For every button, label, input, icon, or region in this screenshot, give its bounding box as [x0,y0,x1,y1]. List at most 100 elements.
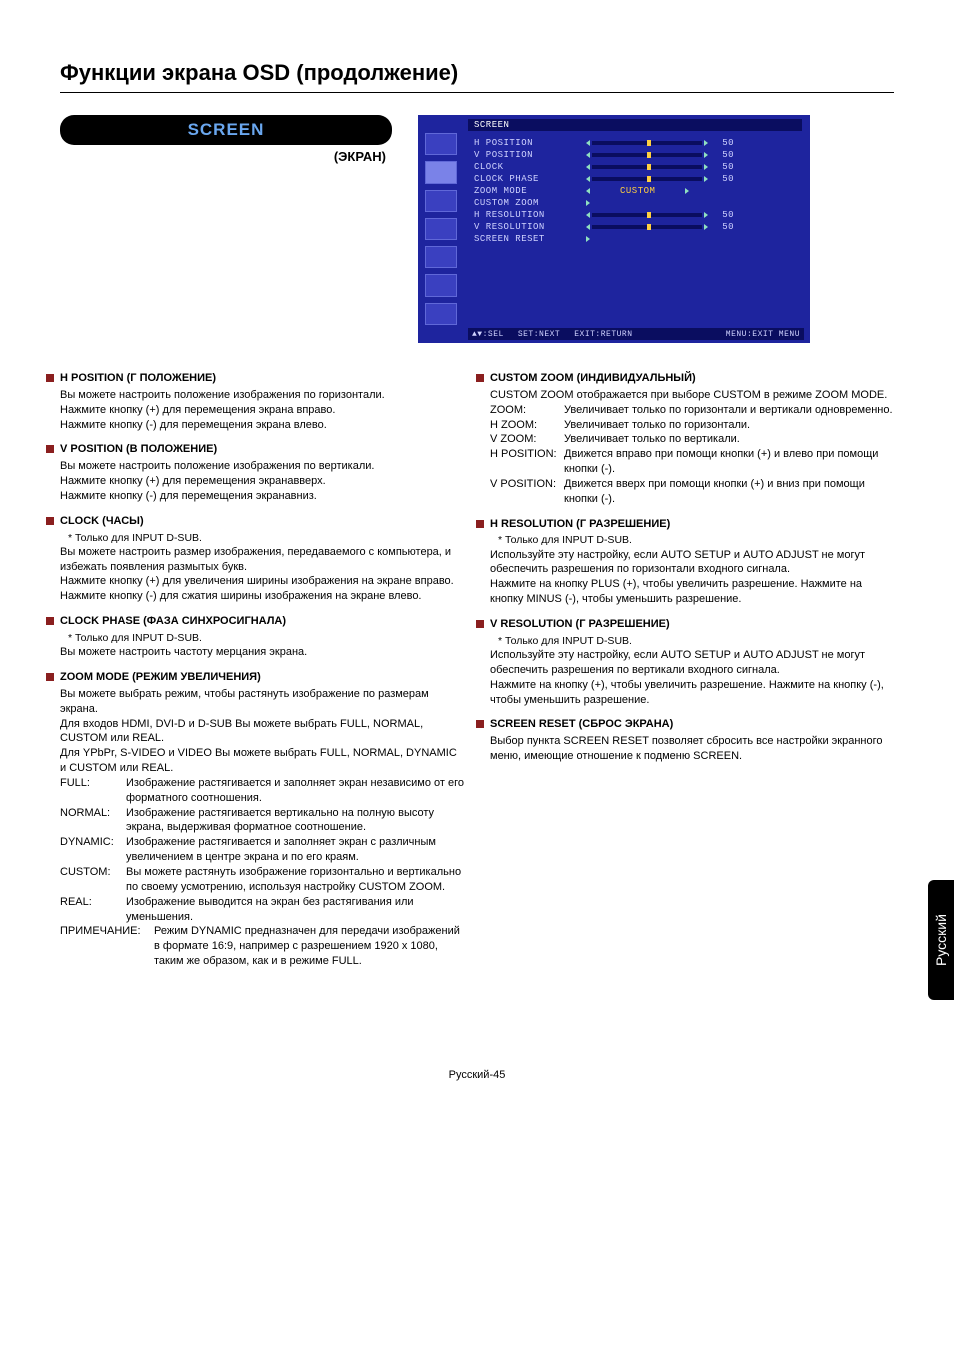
def-row: REAL:Изображение выводится на экран без … [60,895,464,925]
item-title: H POSITION (Г ПОЛОЖЕНИЕ) [60,371,216,386]
item-body: Вы можете настроить положение изображени… [60,388,464,433]
osd-row: H RESOLUTION50 [474,209,734,221]
osd-row-label: H POSITION [474,138,586,148]
osd-row: CLOCK50 [474,161,734,173]
osd-nav-icon [425,161,457,183]
osd-nav-icon [425,133,457,155]
pill-label: SCREEN [188,120,265,140]
bullet-icon [46,517,54,525]
divider [60,92,894,93]
item-note: * Только для INPUT D-SUB. [498,634,894,648]
def-row: V POSITION:Движется вверх при помощи кно… [490,477,894,507]
osd-row-label: SCREEN RESET [474,234,586,244]
note-label: ПРИМЕЧАНИЕ: [60,924,154,969]
def-key: H POSITION: [490,447,564,477]
def-row: ZOOM:Увеличивает только по горизонтали и… [490,403,894,418]
item-note: * Только для INPUT D-SUB. [68,631,464,645]
def-row: NORMAL:Изображение растягивается вертика… [60,806,464,836]
item-body: Используйте эту настройку, если AUTO SET… [490,548,894,607]
bullet-icon [476,374,484,382]
item-title: V POSITION (В ПОЛОЖЕНИЕ) [60,442,217,457]
def-key: DYNAMIC: [60,835,126,865]
note-text: Режим DYNAMIC предназначен для передачи … [154,924,464,969]
def-row: H ZOOM:Увеличивает только по горизонтали… [490,418,894,433]
def-value: Увеличивает только по вертикали. [564,432,740,447]
def-key: V POSITION: [490,477,564,507]
def-value: Изображение растягивается и заполняет эк… [126,776,464,806]
item-body: Выбор пункта SCREEN RESET позволяет сбро… [490,734,894,764]
bullet-icon [476,720,484,728]
item-title: SCREEN RESET (СБРОС ЭКРАНА) [490,717,673,732]
osd-row-control: 50 [586,162,734,172]
osd-row-control [586,200,590,206]
item-body: Вы можете настроить частоту мерцания экр… [60,645,464,660]
item-title: V RESOLUTION (Г РАЗРЕШЕНИЕ) [490,617,670,632]
item-title: CUSTOM ZOOM (ИНДИВИДУАЛЬНЫЙ) [490,371,696,386]
item-note: * Только для INPUT D-SUB. [498,533,894,547]
def-key: V ZOOM: [490,432,564,447]
def-value: Увеличивает только по горизонтали. [564,418,750,433]
bullet-icon [46,445,54,453]
def-row: FULL:Изображение растягивается и заполня… [60,776,464,806]
def-row: H POSITION:Движется вправо при помощи кн… [490,447,894,477]
osd-title: SCREEN [468,119,802,131]
def-key: NORMAL: [60,806,126,836]
osd-row-label: CUSTOM ZOOM [474,198,586,208]
osd-nav-icon [425,274,457,296]
section-pill: SCREEN [60,115,392,145]
osd-foot-next: SET:NEXT [518,330,560,339]
def-value: Движется вправо при помощи кнопки (+) и … [564,447,894,477]
def-key: FULL: [60,776,126,806]
item-body: Вы можете выбрать режим, чтобы растянуть… [60,687,464,969]
def-value: Движется вверх при помощи кнопки (+) и в… [564,477,894,507]
def-value: Изображение растягивается вертикально на… [126,806,464,836]
item-body: Вы можете настроить положение изображени… [60,459,464,504]
osd-row: CLOCK PHASE50 [474,173,734,185]
item-body: CUSTOM ZOOM отображается при выборе CUST… [490,388,894,507]
osd-row-control: 50 [586,174,734,184]
bullet-icon [476,620,484,628]
osd-row-control: CUSTOM [586,186,689,196]
bullet-icon [476,520,484,528]
osd-foot-sel: ▲▼:SEL [472,330,504,339]
osd-row-control: 50 [586,222,734,232]
osd-row-label: V POSITION [474,150,586,160]
osd-row: CUSTOM ZOOM [474,197,734,209]
bullet-icon [46,673,54,681]
def-key: H ZOOM: [490,418,564,433]
osd-nav-icon [425,303,457,325]
item-body: Вы можете настроить размер изображения, … [60,545,464,604]
def-value: Изображение выводится на экран без растя… [126,895,464,925]
item-title: CLOCK (ЧАСЫ) [60,514,144,529]
osd-row: H POSITION50 [474,137,734,149]
item-title: CLOCK PHASE (ФАЗА СИНХРОСИГНАЛА) [60,614,286,629]
def-row: V ZOOM:Увеличивает только по вертикали. [490,432,894,447]
osd-row-label: H RESOLUTION [474,210,586,220]
def-row: DYNAMIC:Изображение растягивается и запо… [60,835,464,865]
osd-row-label: ZOOM MODE [474,186,586,196]
osd-row-label: CLOCK PHASE [474,174,586,184]
bullet-icon [46,617,54,625]
language-tab: Русский [928,880,954,1000]
item-title: ZOOM MODE (РЕЖИМ УВЕЛИЧЕНИЯ) [60,670,261,685]
page-footer: Русский-45 [60,1069,894,1081]
item-note: * Только для INPUT D-SUB. [68,531,464,545]
item-body: Используйте эту настройку, если AUTO SET… [490,648,894,707]
bullet-icon [46,374,54,382]
osd-foot-exit: MENU:EXIT MENU [726,330,800,339]
osd-row: V RESOLUTION50 [474,221,734,233]
osd-row-control: 50 [586,150,734,160]
osd-row-control: 50 [586,138,734,148]
osd-nav-icon [425,190,457,212]
def-value: Увеличивает только по горизонтали и верт… [564,403,893,418]
osd-row: SCREEN RESET [474,233,734,245]
osd-row-control [586,236,590,242]
osd-row-label: CLOCK [474,162,586,172]
osd-row: ZOOM MODECUSTOM [474,185,734,197]
osd-foot-return: EXIT:RETURN [574,330,632,339]
section-sublabel: (ЭКРАН) [60,149,392,164]
osd-nav-icon [425,218,457,240]
osd-screenshot: SCREEN H POSITION50V POSITION50CLOCK50CL… [418,115,810,343]
def-value: Вы можете растянуть изображение горизонт… [126,865,464,895]
def-key: CUSTOM: [60,865,126,895]
